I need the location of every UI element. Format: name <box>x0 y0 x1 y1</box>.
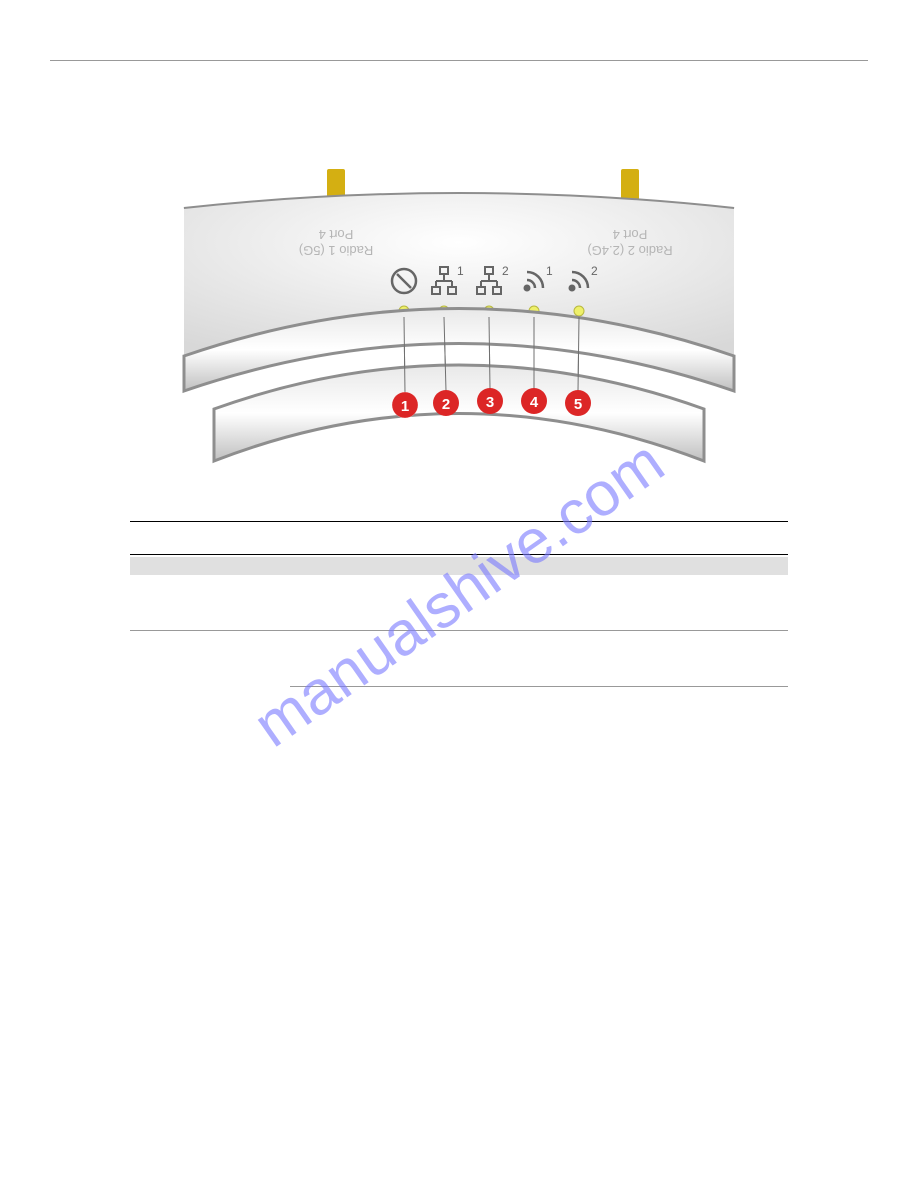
front-rim-inner <box>214 365 704 461</box>
svg-text:1: 1 <box>546 264 553 278</box>
svg-text:Port 4: Port 4 <box>319 227 354 242</box>
table-row <box>130 575 788 631</box>
table-header <box>130 530 788 554</box>
svg-text:Radio 2 (2.4G): Radio 2 (2.4G) <box>587 243 672 258</box>
svg-text:Radio 1 (5G): Radio 1 (5G) <box>299 243 373 258</box>
top-rule <box>50 60 868 61</box>
callout-1: 1 <box>392 392 418 418</box>
callout-2: 2 <box>433 390 459 416</box>
header-label <box>170 536 290 548</box>
svg-text:3: 3 <box>486 394 494 411</box>
header-num <box>130 536 170 548</box>
callout-4: 4 <box>521 388 547 414</box>
table-header-band <box>130 557 788 575</box>
table-row <box>290 631 788 687</box>
header-desc <box>430 536 788 548</box>
svg-text:2: 2 <box>442 396 450 413</box>
svg-text:4: 4 <box>530 394 539 411</box>
table-header-rule <box>130 554 788 555</box>
svg-text:2: 2 <box>591 264 598 278</box>
svg-text:2: 2 <box>502 264 509 278</box>
device-illustration: Radio 1 (5G) Port 4 Radio 2 (2.4G) Port … <box>179 161 739 481</box>
svg-text:1: 1 <box>401 398 409 415</box>
svg-text:1: 1 <box>457 264 464 278</box>
svg-text:5: 5 <box>574 396 582 413</box>
svg-text:Port 4: Port 4 <box>613 227 648 242</box>
header-status <box>290 536 430 548</box>
callout-5: 5 <box>565 390 591 416</box>
callout-3: 3 <box>477 388 503 414</box>
table-top-rule <box>130 521 788 522</box>
led-5 <box>574 306 584 316</box>
led-table <box>130 521 788 687</box>
